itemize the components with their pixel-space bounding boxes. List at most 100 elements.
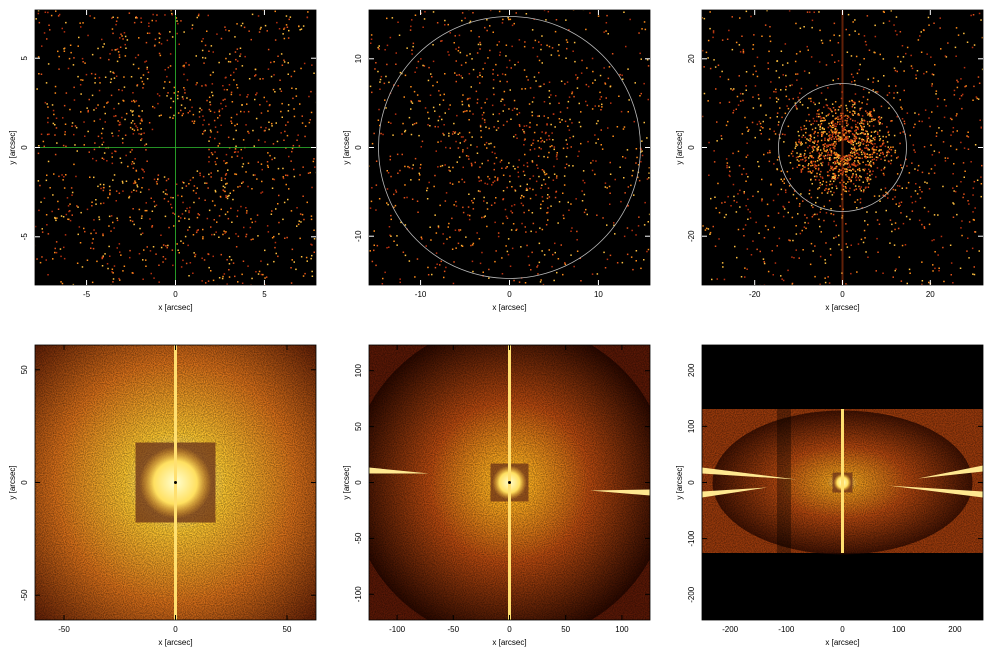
photon-dot xyxy=(165,258,167,260)
photon-dot xyxy=(549,249,551,251)
photon-dot xyxy=(515,134,517,136)
photon-dot xyxy=(901,311,903,313)
photon-dot xyxy=(951,317,953,319)
photon-dot xyxy=(311,215,313,217)
photon-dot xyxy=(466,155,468,157)
photon-dot xyxy=(299,220,301,222)
photon-dot xyxy=(310,172,312,174)
photon-dot xyxy=(850,273,852,275)
photon-dot xyxy=(577,87,579,89)
photon-dot xyxy=(632,170,634,172)
photon-dot xyxy=(377,71,379,73)
photon-dot xyxy=(103,190,105,192)
photon-dot xyxy=(1,140,3,142)
photon-dot xyxy=(525,88,527,90)
photon-dot xyxy=(197,333,199,335)
photon-dot xyxy=(540,49,542,51)
photon-dot xyxy=(767,290,769,292)
photon-dot xyxy=(22,294,24,296)
photon-dot xyxy=(142,314,144,316)
photon-dot xyxy=(261,163,263,165)
photon-dot xyxy=(899,330,901,332)
photon-dot xyxy=(276,122,278,124)
photon-dot xyxy=(470,144,472,146)
photon-dot xyxy=(396,244,398,246)
photon-dot xyxy=(332,264,334,266)
x-axis-label: x [arcsec] xyxy=(492,303,526,312)
photon-dot xyxy=(153,304,155,306)
photon-dot xyxy=(2,297,4,299)
photon-dot xyxy=(292,6,294,8)
photon-dot xyxy=(167,92,169,94)
photon-dot xyxy=(493,94,495,96)
photon-dot xyxy=(328,134,330,136)
photon-dot xyxy=(524,46,526,48)
photon-dot xyxy=(757,124,759,126)
photon-dot xyxy=(473,208,475,210)
photon-dot xyxy=(41,74,43,76)
photon-dot xyxy=(203,176,205,178)
photon-dot xyxy=(288,308,290,310)
photon-dot xyxy=(104,152,106,154)
photon-dot xyxy=(960,268,962,270)
photon-dot xyxy=(151,226,153,228)
photon-dot xyxy=(78,306,80,308)
photon-dot xyxy=(129,294,131,296)
photon-dot xyxy=(669,137,671,139)
photon-dot xyxy=(461,20,463,22)
photon-dot xyxy=(288,104,290,106)
photon-dot xyxy=(543,179,545,181)
photon-dot xyxy=(854,146,856,148)
photon-dot xyxy=(827,276,829,278)
photon-dot xyxy=(47,12,49,14)
photon-dot xyxy=(812,207,814,209)
photon-dot xyxy=(367,146,369,148)
photon-dot xyxy=(113,278,115,280)
photon-dot xyxy=(680,227,682,229)
photon-dot xyxy=(388,122,390,124)
photon-dot xyxy=(545,183,547,185)
photon-dot xyxy=(329,183,331,185)
photon-dot xyxy=(307,260,309,262)
photon-dot xyxy=(484,27,486,29)
photon-dot xyxy=(502,223,504,225)
photon-dot xyxy=(628,111,630,113)
photon-dot xyxy=(542,169,544,171)
photon-dot xyxy=(337,110,339,112)
photon-dot xyxy=(289,19,291,21)
photon-dot xyxy=(133,190,135,192)
photon-dot xyxy=(527,189,529,191)
photon-dot xyxy=(299,174,301,176)
photon-dot xyxy=(122,142,124,144)
photon-dot xyxy=(601,106,603,108)
photon-dot xyxy=(595,142,597,144)
photon-dot xyxy=(318,72,320,74)
photon-dot xyxy=(493,114,495,116)
photon-dot xyxy=(12,23,14,25)
photon-dot xyxy=(515,230,517,232)
photon-dot xyxy=(55,4,57,6)
photon-dot xyxy=(325,171,327,173)
photon-dot xyxy=(104,106,106,108)
photon-dot xyxy=(221,38,223,40)
photon-dot xyxy=(463,212,465,214)
photon-dot xyxy=(235,68,237,70)
photon-dot xyxy=(650,228,652,230)
photon-dot xyxy=(307,314,309,316)
photon-dot xyxy=(565,58,567,60)
photon-dot xyxy=(319,140,321,142)
photon-dot xyxy=(931,240,933,242)
photon-dot xyxy=(448,226,450,228)
photon-dot xyxy=(567,144,569,146)
photon-dot xyxy=(211,152,213,154)
photon-dot xyxy=(507,319,509,321)
photon-dot xyxy=(103,202,105,204)
photon-dot xyxy=(330,149,332,151)
photon-dot xyxy=(241,1,243,3)
photon-dot xyxy=(117,17,119,19)
photon-dot xyxy=(232,199,234,201)
photon-dot xyxy=(857,122,859,124)
photon-dot xyxy=(235,293,237,295)
photon-dot xyxy=(243,227,245,229)
photon-dot xyxy=(568,210,570,212)
